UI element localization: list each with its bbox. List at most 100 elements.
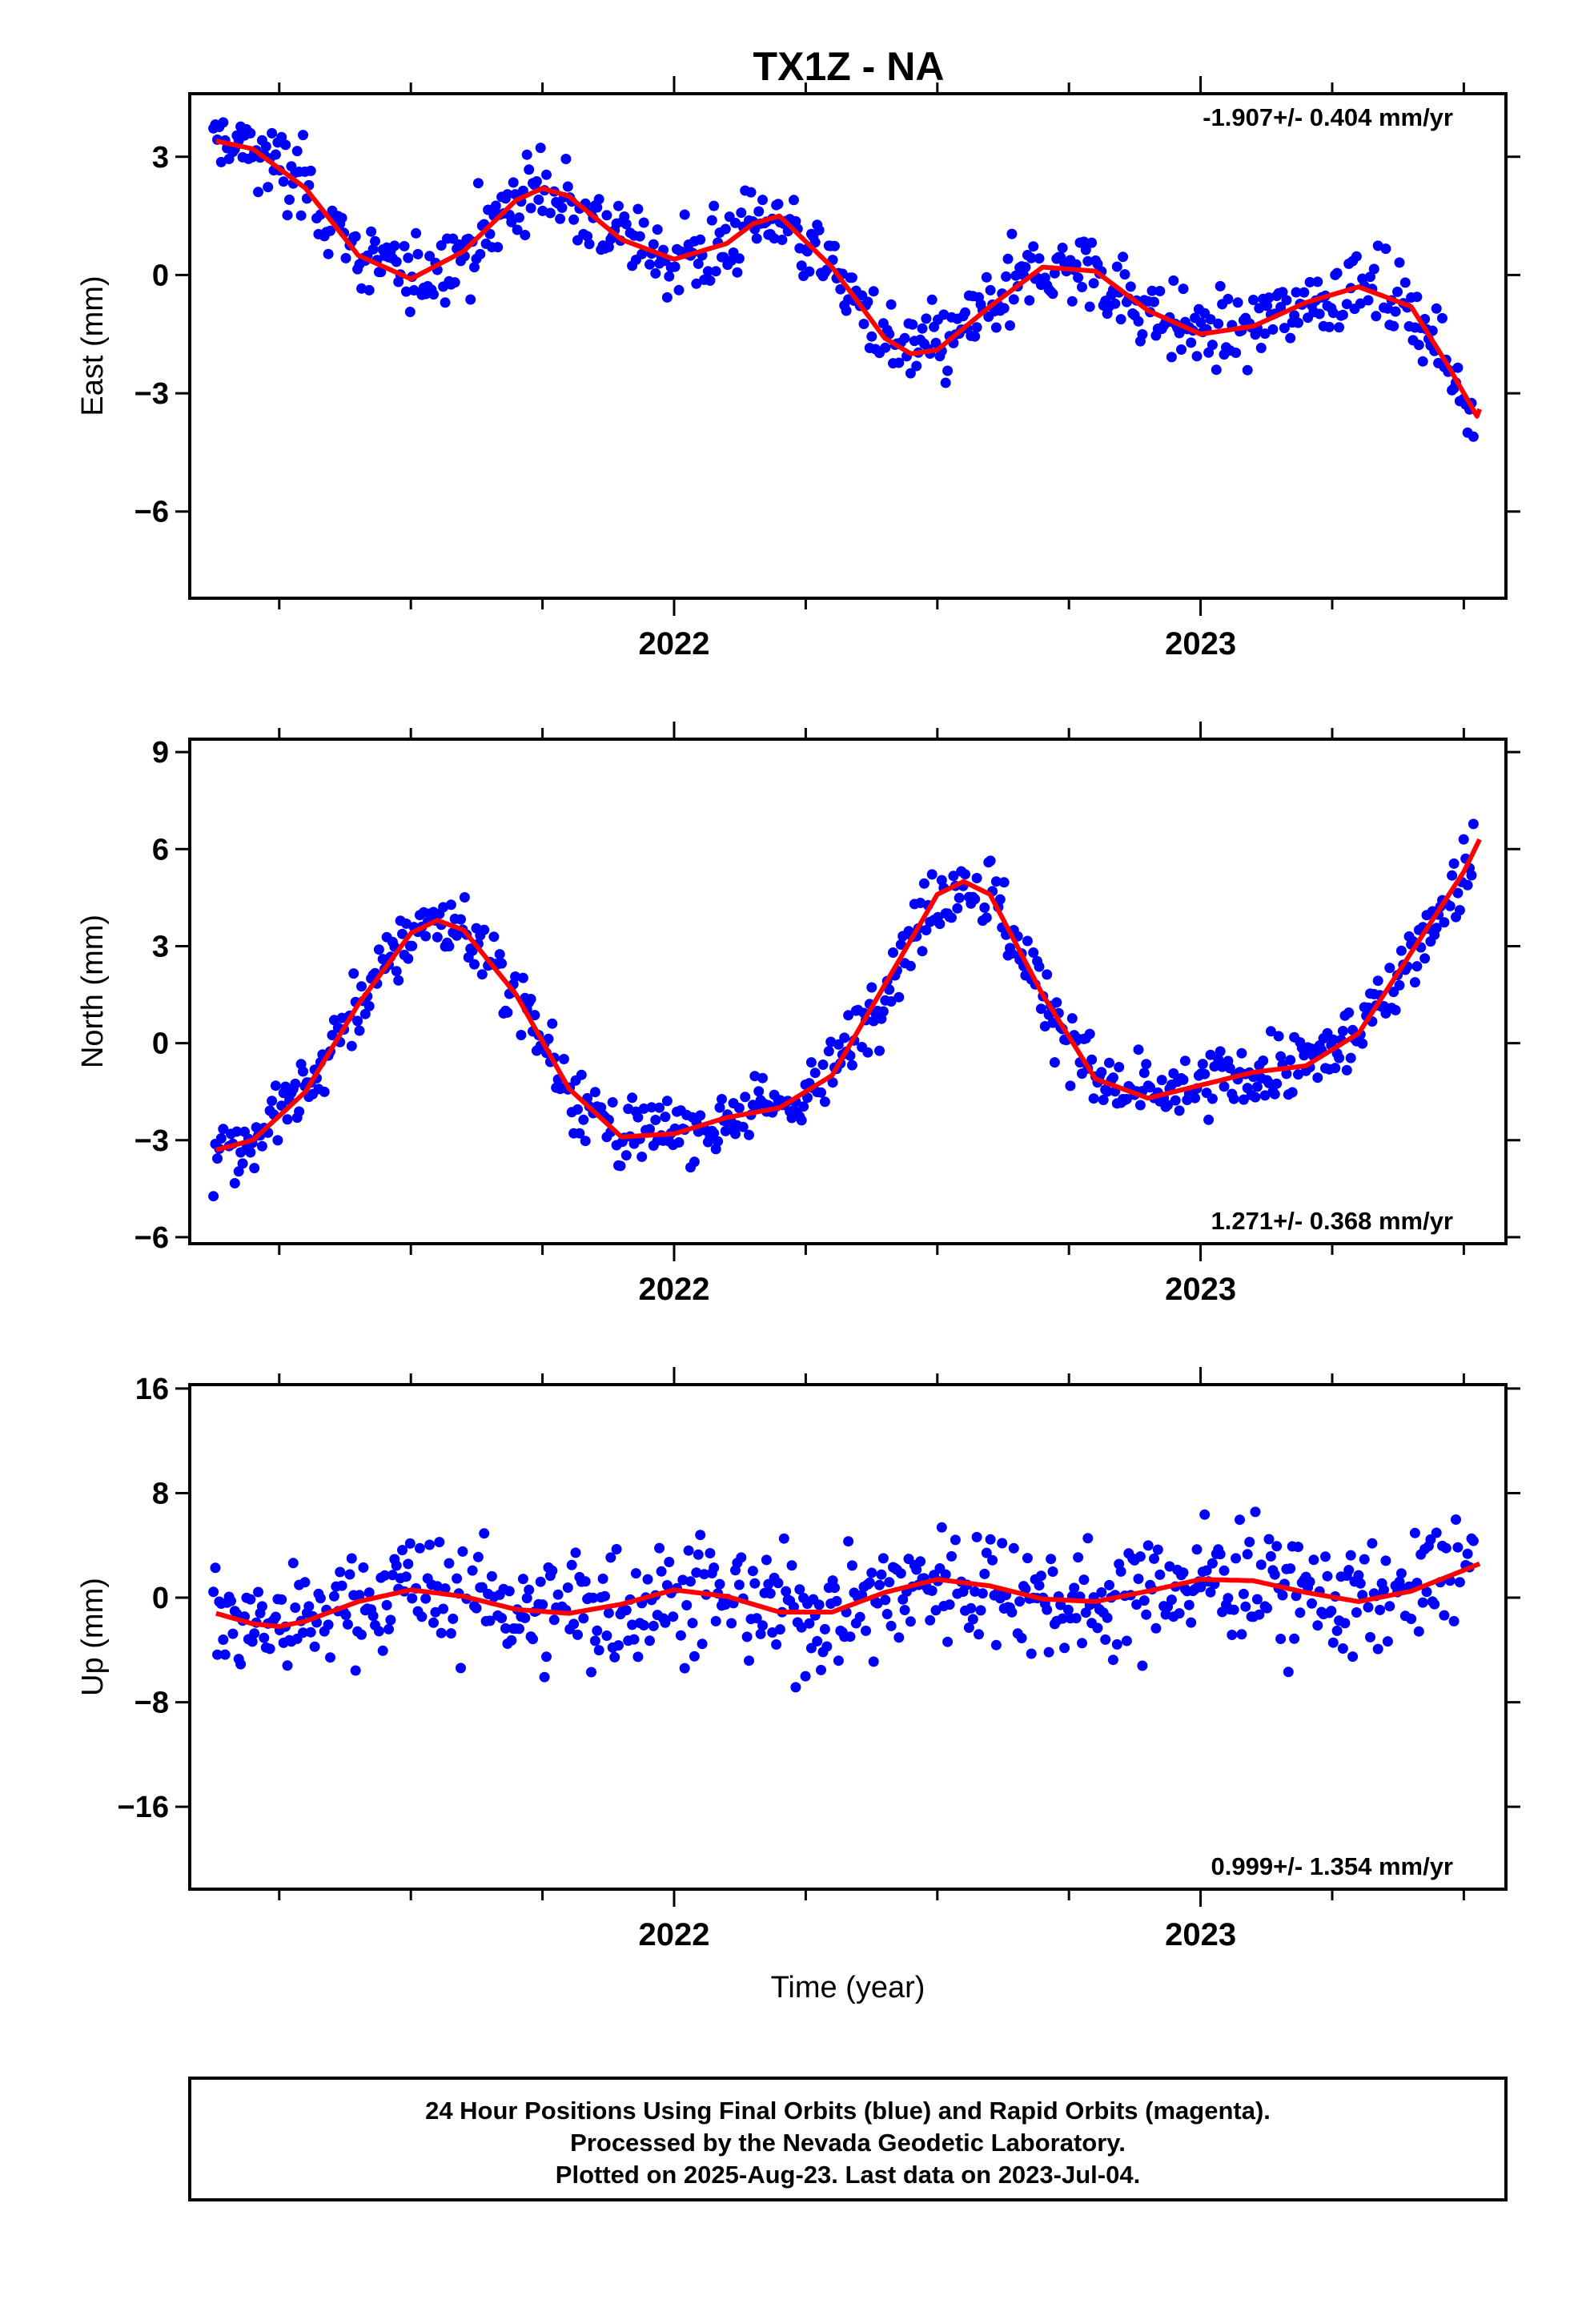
data-point — [946, 1550, 957, 1562]
data-point — [1035, 1570, 1046, 1582]
data-point — [218, 117, 229, 128]
data-point — [789, 195, 799, 206]
data-point — [1339, 1618, 1351, 1629]
data-point — [831, 1595, 842, 1606]
data-point — [979, 902, 990, 913]
data-point — [336, 1580, 347, 1591]
x-tick-label: 2023 — [1165, 1272, 1236, 1307]
data-point — [391, 256, 402, 267]
data-point — [1034, 961, 1045, 972]
data-point — [636, 248, 648, 259]
rate-label: 1.271+/- 0.368 mm/yr — [1211, 1207, 1453, 1235]
data-point — [960, 869, 970, 880]
data-point — [566, 1559, 577, 1570]
data-point — [1183, 1599, 1195, 1610]
data-point — [245, 127, 256, 139]
y-tick-label: 6 — [152, 833, 169, 866]
data-point — [282, 1660, 293, 1671]
data-point — [354, 1590, 365, 1601]
data-point — [971, 1531, 982, 1542]
data-point — [630, 1568, 641, 1579]
data-point — [872, 1598, 883, 1609]
data-point — [1102, 1612, 1113, 1623]
data-point — [1251, 1594, 1263, 1605]
data-point — [1043, 1647, 1054, 1658]
data-point — [1199, 1068, 1211, 1080]
data-point — [1149, 1553, 1159, 1564]
data-point — [833, 1039, 844, 1050]
data-point — [895, 1568, 906, 1579]
data-point — [747, 1566, 758, 1577]
data-point — [829, 240, 840, 251]
data-point — [1277, 1590, 1288, 1601]
data-point — [444, 1558, 455, 1569]
data-point — [925, 1614, 936, 1626]
data-point — [323, 1619, 334, 1630]
data-point — [689, 1156, 700, 1168]
data-point — [327, 1030, 338, 1041]
data-point — [796, 1622, 807, 1633]
data-point — [1353, 1570, 1364, 1581]
data-point — [1138, 1595, 1150, 1606]
data-point — [732, 267, 743, 278]
data-point — [1207, 1093, 1218, 1104]
data-point — [1020, 262, 1031, 273]
data-point — [885, 996, 897, 1007]
data-point — [966, 1602, 977, 1614]
plot-frame — [188, 92, 1508, 600]
data-point — [1347, 1651, 1359, 1663]
x-axis-title: Time (year) — [771, 1971, 926, 2004]
data-point — [1384, 1601, 1395, 1612]
data-point — [1452, 362, 1464, 373]
data-point — [1413, 1626, 1424, 1637]
data-point — [627, 1619, 638, 1630]
data-point — [492, 242, 504, 253]
data-point — [356, 1629, 367, 1640]
data-point — [1273, 1031, 1284, 1042]
main-title: TX1Z - NA — [753, 44, 945, 89]
y-tick-label: −6 — [135, 496, 169, 529]
data-point — [954, 892, 965, 903]
data-point — [1002, 253, 1014, 264]
data-point — [654, 1542, 665, 1554]
data-point — [1304, 1576, 1315, 1587]
data-point — [796, 1115, 807, 1126]
data-point — [685, 1576, 696, 1587]
data-point — [804, 1618, 815, 1629]
data-point — [977, 1588, 988, 1599]
data-point — [695, 1110, 706, 1121]
data-point — [773, 199, 784, 210]
footer-line-3: Plotted on 2025-Aug-23. Last data on 202… — [556, 2161, 1140, 2189]
data-point — [985, 284, 996, 296]
data-point — [1174, 1105, 1185, 1116]
data-point — [881, 1609, 893, 1619]
data-point — [1293, 317, 1303, 328]
data-point — [370, 235, 380, 247]
data-point — [940, 1569, 951, 1580]
data-point — [1240, 1601, 1251, 1612]
data-point — [1199, 1509, 1211, 1520]
data-point — [1390, 306, 1401, 317]
data-point — [669, 261, 681, 272]
data-point — [1367, 1538, 1378, 1549]
data-point — [543, 1033, 554, 1044]
data-point — [899, 1605, 910, 1615]
data-point — [548, 1614, 560, 1626]
data-point — [1395, 945, 1407, 956]
data-point — [1337, 1643, 1348, 1654]
data-point — [282, 210, 293, 221]
data-point — [1431, 1527, 1442, 1538]
data-point — [1351, 251, 1362, 262]
data-point — [880, 1594, 891, 1606]
data-point — [440, 297, 451, 308]
footer-line-2: Processed by the Nevada Geodetic Laborat… — [570, 2129, 1126, 2157]
data-point — [861, 1625, 871, 1636]
data-point — [790, 1682, 801, 1693]
data-point — [1073, 1552, 1084, 1563]
data-point — [219, 1649, 231, 1660]
data-point — [471, 1602, 482, 1614]
data-point — [1201, 1565, 1212, 1576]
data-point — [1084, 1028, 1095, 1039]
data-point — [436, 1627, 447, 1638]
data-point — [1411, 961, 1423, 972]
